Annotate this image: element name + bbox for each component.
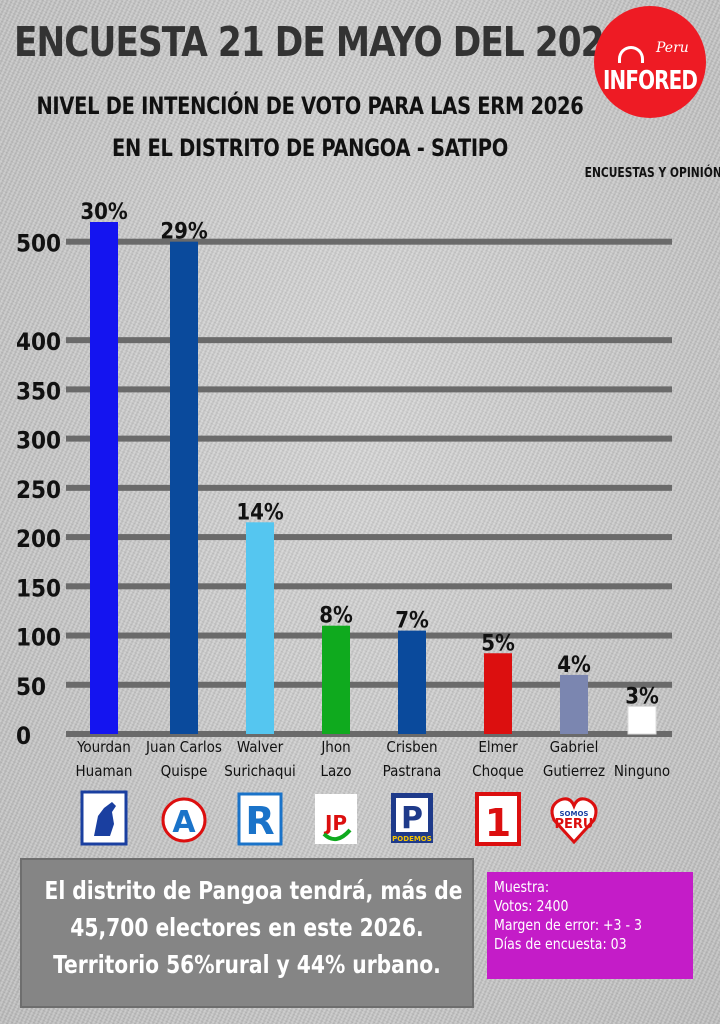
number-one-icon: 1 [474,790,522,846]
x-tick-label: Gutierrez [543,762,605,780]
y-tick-label: 500 [16,230,61,258]
info-line-1: El distrito de Pangoa tendrá, más de [44,876,463,905]
sample-votes: Votos: 2400 [494,897,569,915]
gridline [66,731,672,737]
x-tick-label: Walver [237,738,284,756]
infored-logo: Peru INFORED [594,6,706,118]
jp-icon: JP [312,790,360,846]
gridline [66,681,672,688]
x-tick-label: Huaman [76,762,133,780]
x-tick-label: Choque [472,762,524,780]
x-tick-label: Elmer [478,738,518,756]
info-box: El distrito de Pangoa tendrá, más de 45,… [20,858,474,1008]
x-tick-label: Lazo [320,762,351,780]
gridline [66,386,672,393]
subtitle-line-2: EN EL DISTRITO DE PANGOA - SATIPO [112,134,508,162]
data-label: 30% [80,200,128,225]
gridline [66,435,672,442]
info-line-2: 45,700 electores en este 2026. [70,913,424,942]
y-tick-label: 350 [16,377,61,405]
subtitle-line-1: NIVEL DE INTENCIÓN DE VOTO PARA LAS ERM … [36,92,584,120]
gridline [66,534,672,541]
info-line-3: Territorio 56%rural y 44% urbano. [53,950,441,979]
letter-r-icon: R [236,790,284,846]
svg-text:1: 1 [485,801,511,845]
gridline [66,632,672,639]
logo-main-text: INFORED [603,66,698,96]
svg-text:R: R [245,799,274,843]
x-tick-label: Yourdan [76,738,131,756]
gridline [66,484,672,491]
brand-tagline: ENCUESTAS Y OPINIÓN [584,165,720,181]
data-label: 3% [625,684,659,709]
signal-arc-icon [618,46,644,63]
data-label: 5% [481,631,515,656]
bar-7 [560,674,588,734]
sample-title: Muestra: [494,878,550,896]
x-tick-label: Surichaqui [224,762,296,780]
bar-8 [627,705,657,735]
svg-text:JP: JP [323,811,347,835]
gridline [66,583,672,590]
sample-margin: Margen de error: +3 - 3 [494,916,643,934]
bar-1 [90,222,118,734]
gridline [66,337,672,344]
bar-2 [170,241,198,734]
data-label: 8% [319,604,353,629]
x-tick-label: Ninguno [614,762,670,780]
y-tick-label: 400 [16,328,61,356]
y-tick-label: 50 [16,673,46,701]
bar-3 [246,522,274,734]
sample-box: Muestra: Votos: 2400 Margen de error: +3… [487,872,693,979]
bar-chart: 0 50 100 150 200 250 300 350 400 500 30% Yourdan Hua… [16,200,672,780]
x-tick-label: Gabriel [550,738,599,756]
bar-5 [398,630,426,734]
bar-6 [484,653,512,734]
y-tick-label: 300 [16,427,61,455]
x-tick-label: Jhon [320,738,350,756]
y-tick-label: 0 [16,722,31,750]
logo-peru-text: Peru [656,40,689,56]
svg-text:PERU: PERU [555,817,594,832]
bar-4 [322,625,350,734]
y-tick-label: 100 [16,624,61,652]
x-tick-label: Juan Carlos [145,738,222,756]
sample-days: Días de encuesta: 03 [494,935,627,953]
x-tick-label: Quispe [161,762,208,780]
heart-icon: SOMOS PERU [550,790,598,846]
x-tick-label: Pastrana [383,762,442,780]
data-label: 4% [557,653,591,678]
svg-text:A: A [172,805,196,840]
page-title: ENCUESTA 21 DE MAYO DEL 2025 [14,18,627,66]
podemos-icon: P PODEMOS [388,790,436,846]
data-label: 29% [160,220,208,245]
data-label: 14% [236,500,284,525]
letter-a-icon: A [160,790,208,846]
gridline [66,238,672,245]
svg-text:P: P [401,801,423,836]
y-tick-label: 250 [16,476,61,504]
y-tick-label: 200 [16,525,61,553]
y-tick-label: 150 [16,574,61,602]
x-tick-label: Crisben [386,738,437,756]
svg-text:PODEMOS: PODEMOS [392,835,432,843]
data-label: 7% [395,609,429,634]
horse-icon [80,790,128,846]
svg-text:SOMOS: SOMOS [560,810,589,818]
